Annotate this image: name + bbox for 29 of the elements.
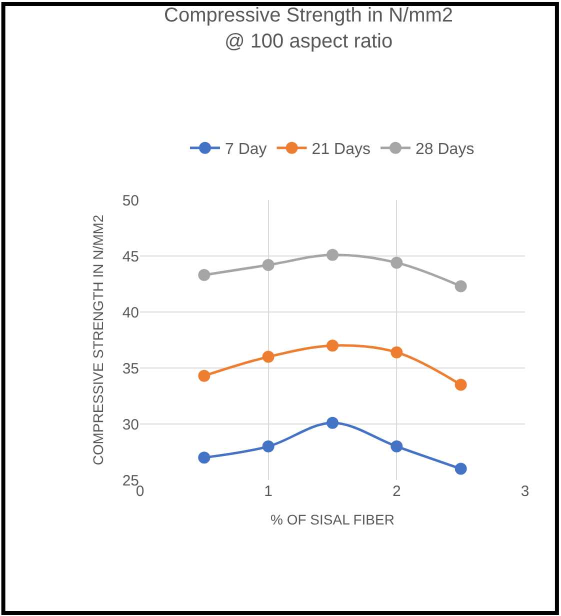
- point: [390, 440, 403, 452]
- legend-label: 28 Days: [416, 141, 474, 158]
- point: [454, 280, 467, 292]
- point: [454, 462, 467, 475]
- x-axis-title: % OF SISAL FIBER: [270, 511, 394, 528]
- point: [198, 269, 210, 282]
- legend-label: 7 Day: [225, 141, 267, 158]
- point: [326, 248, 338, 261]
- point: [262, 440, 274, 452]
- x-tick-label: 2: [392, 483, 401, 500]
- point: [198, 452, 210, 464]
- y-tick-label: 40: [122, 304, 139, 322]
- point: [326, 340, 338, 352]
- x-tick-label: 3: [520, 483, 530, 500]
- y-tick-label: 50: [122, 192, 139, 210]
- y-axis-title: COMPRESSIVE STRENGTH IN N/MM2: [90, 214, 106, 466]
- y-tick-label: 35: [122, 360, 139, 378]
- point: [262, 350, 274, 363]
- x-tick-label: 1: [264, 483, 272, 500]
- point: [262, 258, 274, 271]
- point: [454, 378, 467, 391]
- point: [390, 346, 403, 358]
- point: [198, 370, 210, 382]
- chart-title: Compressive Strength in N/mm2 @ 100 aspect ratio: [164, 4, 454, 53]
- y-tick-label: 30: [122, 416, 139, 434]
- point: [390, 256, 403, 269]
- point: [326, 416, 338, 429]
- legend-label: 21 Days: [312, 141, 370, 158]
- y-tick-label: 45: [122, 248, 139, 266]
